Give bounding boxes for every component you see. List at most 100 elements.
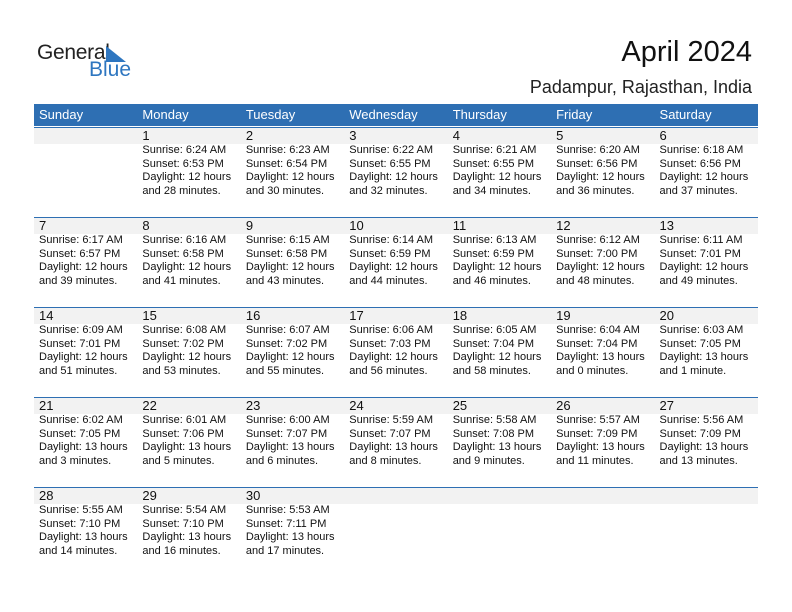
- daylight-text: Daylight: 13 hours: [452, 441, 542, 453]
- daylight-text: Daylight: 13 hours: [349, 441, 438, 453]
- daylight-minutes-text: and 6 minutes.: [245, 454, 318, 467]
- daylight-text: Daylight: 12 hours: [659, 171, 749, 183]
- sunset-text: Sunset: 7:07 PM: [245, 427, 328, 440]
- day-number: 7: [39, 218, 47, 233]
- sunrise-text: Sunrise: 6:20 AM: [556, 144, 640, 156]
- sunrise-text: Sunrise: 6:16 AM: [142, 234, 227, 246]
- daylight-text: Daylight: 12 hours: [349, 171, 438, 183]
- day-cell: 4 Sunrise: 6:21 AM Sunset: 6:55 PM Daylight…: [448, 128, 551, 218]
- daylight-minutes-text: and 14 minutes.: [39, 544, 118, 557]
- sunset-text: Sunset: 6:53 PM: [142, 157, 224, 170]
- sunrise-text: Sunrise: 6:24 AM: [142, 144, 227, 156]
- daylight-minutes-text: and 34 minutes.: [452, 184, 531, 197]
- daylight-text: Daylight: 12 hours: [452, 261, 542, 273]
- day-cell: 14 Sunrise: 6:09 AM Sunset: 7:01 PM Dayligh…: [34, 308, 137, 398]
- daylight-minutes-text: and 30 minutes.: [245, 184, 325, 197]
- sunrise-text: Sunrise: 5:58 AM: [452, 414, 537, 426]
- daylight-text: Daylight: 12 hours: [349, 261, 438, 273]
- sunset-text: Sunset: 6:59 PM: [349, 247, 431, 260]
- sunset-text: Sunset: 7:07 PM: [349, 427, 431, 440]
- daylight-minutes-text: and 11 minutes.: [556, 454, 634, 467]
- daylight-text: Daylight: 12 hours: [659, 261, 749, 273]
- day-cell: 21 Sunrise: 6:02 AM Sunset: 7:05 PM Dayligh…: [34, 398, 137, 488]
- sunset-text: Sunset: 6:57 PM: [39, 247, 121, 260]
- day-number: 8: [142, 218, 150, 233]
- day-cell: 11 Sunrise: 6:13 AM Sunset: 6:59 PM Dayligh…: [448, 218, 551, 308]
- weekday-saturday: Saturday: [659, 107, 712, 122]
- daylight-text: Daylight: 12 hours: [142, 171, 232, 183]
- sunset-text: Sunset: 7:02 PM: [142, 337, 224, 350]
- day-number: 9: [245, 218, 254, 233]
- sunrise-text: Sunrise: 6:06 AM: [349, 324, 434, 336]
- day-cell: 9 Sunrise: 6:15 AM Sunset: 6:58 PM Daylight…: [241, 218, 344, 308]
- daylight-minutes-text: and 5 minutes.: [142, 454, 215, 467]
- daylight-text: Daylight: 13 hours: [659, 351, 749, 363]
- sunset-text: Sunset: 7:11 PM: [245, 517, 327, 530]
- logo-text-general: General: [37, 41, 110, 64]
- sunset-text: Sunset: 7:05 PM: [39, 427, 121, 440]
- daylight-text: Daylight: 12 hours: [245, 171, 335, 183]
- day-cell: 5 Sunrise: 6:20 AM Sunset: 6:56 PM Daylight…: [551, 128, 654, 218]
- sunrise-text: Sunrise: 5:54 AM: [142, 504, 227, 516]
- day-cell: 26 Sunrise: 5:57 AM Sunset: 7:09 PM Dayligh…: [551, 398, 654, 488]
- daylight-minutes-text: and 58 minutes.: [452, 364, 531, 377]
- sunset-text: Sunset: 7:10 PM: [142, 517, 224, 530]
- location-subtitle: Padampur, Rajasthan, India: [529, 77, 752, 97]
- sunset-text: Sunset: 7:09 PM: [659, 427, 741, 440]
- daylight-minutes-text: and 56 minutes.: [349, 364, 428, 377]
- daylight-minutes-text: and 8 minutes.: [349, 454, 422, 467]
- sunset-text: Sunset: 7:10 PM: [39, 517, 121, 530]
- sunset-text: Sunset: 7:09 PM: [556, 427, 638, 440]
- daylight-minutes-text: and 53 minutes.: [142, 364, 221, 377]
- daylight-minutes-text: and 32 minutes.: [349, 184, 428, 197]
- daylight-minutes-text: and 0 minutes.: [556, 364, 629, 377]
- day-number: 30: [245, 488, 261, 503]
- sunset-text: Sunset: 7:06 PM: [142, 427, 224, 440]
- week-row: 1 Sunrise: 6:24 AM Sunset: 6:53 PM Daylight…: [34, 127, 758, 218]
- day-number: 25: [452, 398, 468, 413]
- daylight-minutes-text: and 46 minutes.: [452, 274, 531, 287]
- daylight-minutes-text: and 41 minutes.: [142, 274, 221, 287]
- daylight-text: Daylight: 12 hours: [556, 261, 645, 273]
- daylight-text: Daylight: 12 hours: [39, 261, 128, 273]
- day-number: 19: [556, 308, 571, 323]
- day-number: 17: [349, 308, 364, 323]
- sunrise-text: Sunrise: 6:22 AM: [349, 144, 434, 156]
- day-number: 6: [659, 128, 667, 143]
- daylight-text: Daylight: 12 hours: [245, 261, 335, 273]
- daylight-minutes-text: and 43 minutes.: [245, 274, 325, 287]
- sunrise-text: Sunrise: 6:02 AM: [39, 414, 123, 426]
- sunset-text: Sunset: 6:56 PM: [556, 157, 638, 170]
- sunset-text: Sunset: 7:01 PM: [39, 337, 121, 350]
- day-cell: 27 Sunrise: 5:56 AM Sunset: 7:09 PM Dayligh…: [655, 398, 758, 488]
- sunset-text: Sunset: 6:56 PM: [659, 157, 741, 170]
- daylight-minutes-text: and 55 minutes.: [245, 364, 325, 377]
- daylight-text: Daylight: 13 hours: [142, 531, 232, 543]
- week-row: 7 Sunrise: 6:17 AM Sunset: 6:57 PM Daylight…: [34, 217, 758, 308]
- day-cell: 25 Sunrise: 5:58 AM Sunset: 7:08 PM Dayligh…: [448, 398, 551, 488]
- day-cell: 8 Sunrise: 6:16 AM Sunset: 6:58 PM Daylight…: [137, 218, 240, 308]
- day-cell: 29 Sunrise: 5:54 AM Sunset: 7:10 PM Dayligh…: [137, 488, 240, 578]
- empty-cell: [551, 488, 654, 578]
- sunset-text: Sunset: 7:04 PM: [556, 337, 638, 350]
- week-row: 28 Sunrise: 5:55 AM Sunset: 7:10 PM Dayligh…: [34, 487, 758, 578]
- sunset-text: Sunset: 7:08 PM: [452, 427, 535, 440]
- day-cell: 24 Sunrise: 5:59 AM Sunset: 7:07 PM Dayligh…: [344, 398, 447, 488]
- sunrise-text: Sunrise: 6:23 AM: [245, 144, 330, 156]
- sunrise-text: Sunrise: 6:03 AM: [659, 324, 744, 336]
- day-cell: 19 Sunrise: 6:04 AM Sunset: 7:04 PM Dayligh…: [551, 308, 654, 398]
- sunset-text: Sunset: 7:03 PM: [349, 337, 431, 350]
- day-number: 12: [556, 218, 571, 233]
- day-number: 27: [659, 398, 674, 413]
- day-cell: 18 Sunrise: 6:05 AM Sunset: 7:04 PM Dayligh…: [448, 308, 551, 398]
- sunset-text: Sunset: 6:59 PM: [452, 247, 535, 260]
- week-row: 14 Sunrise: 6:09 AM Sunset: 7:01 PM Dayligh…: [34, 307, 758, 398]
- day-number: 2: [245, 128, 254, 143]
- weekday-tuesday: Tuesday: [245, 107, 296, 122]
- daylight-text: Daylight: 12 hours: [349, 351, 438, 363]
- day-cell: 3 Sunrise: 6:22 AM Sunset: 6:55 PM Daylight…: [344, 128, 447, 218]
- logo-triangle-icon: [106, 46, 126, 62]
- empty-cell: [448, 488, 551, 578]
- day-cell: 23 Sunrise: 6:00 AM Sunset: 7:07 PM Dayligh…: [241, 398, 344, 488]
- sunrise-text: Sunrise: 5:55 AM: [39, 504, 123, 516]
